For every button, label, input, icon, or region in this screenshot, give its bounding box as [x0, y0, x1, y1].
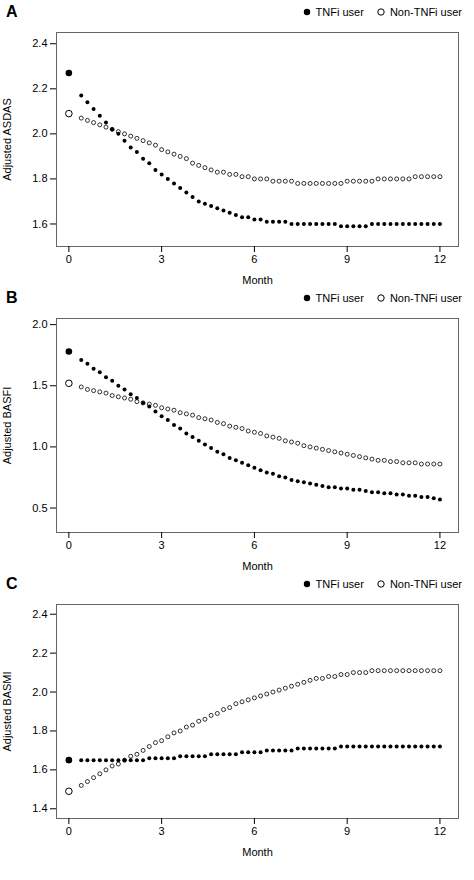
svg-text:2.0: 2.0 — [32, 318, 47, 330]
svg-text:9: 9 — [344, 825, 350, 837]
svg-text:Month: Month — [242, 560, 273, 572]
svg-text:2.4: 2.4 — [32, 37, 47, 49]
svg-text:Adjusted BASFI: Adjusted BASFI — [1, 387, 13, 465]
svg-text:Adjusted ASDAS: Adjusted ASDAS — [1, 98, 13, 181]
html-text:TNFi user: TNFi user — [315, 578, 364, 590]
html-text:TNFi user: TNFi user — [315, 6, 364, 18]
html-text:A: A — [6, 3, 18, 20]
html-text:TNFi user: TNFi user — [315, 292, 364, 304]
svg-text:6: 6 — [251, 825, 257, 837]
svg-text:Adjusted BASMI: Adjusted BASMI — [1, 671, 13, 751]
html-text:B: B — [6, 289, 18, 306]
svg-text:2.2: 2.2 — [32, 647, 47, 659]
svg-text:3: 3 — [159, 825, 165, 837]
svg-text:0: 0 — [66, 825, 72, 837]
svg-text:12: 12 — [434, 825, 446, 837]
svg-text:6: 6 — [251, 253, 257, 265]
svg-text:3: 3 — [159, 253, 165, 265]
svg-text:1.4: 1.4 — [32, 802, 47, 814]
html-text:C: C — [6, 575, 18, 592]
svg-text:2.2: 2.2 — [32, 82, 47, 94]
svg-text:0: 0 — [66, 539, 72, 551]
svg-text:12: 12 — [434, 539, 446, 551]
html-text:Non-TNFi user: Non-TNFi user — [389, 578, 462, 590]
svg-text:6: 6 — [251, 539, 257, 551]
svg-text:1.8: 1.8 — [32, 172, 47, 184]
svg-text:1.0: 1.0 — [32, 440, 47, 452]
svg-text:3: 3 — [159, 539, 165, 551]
svg-text:12: 12 — [434, 253, 446, 265]
svg-text:Month: Month — [242, 274, 273, 286]
svg-text:1.8: 1.8 — [32, 724, 47, 736]
svg-text:9: 9 — [344, 539, 350, 551]
html-text:Non-TNFi user: Non-TNFi user — [389, 292, 462, 304]
svg-text:9: 9 — [344, 253, 350, 265]
html-text:Non-TNFi user: Non-TNFi user — [389, 6, 462, 18]
svg-text:1.6: 1.6 — [32, 763, 47, 775]
svg-text:2.0: 2.0 — [32, 686, 47, 698]
svg-text:1.6: 1.6 — [32, 217, 47, 229]
svg-text:1.5: 1.5 — [32, 379, 47, 391]
svg-text:2.0: 2.0 — [32, 127, 47, 139]
svg-text:0: 0 — [66, 253, 72, 265]
svg-text:2.4: 2.4 — [32, 608, 47, 620]
svg-text:0.5: 0.5 — [32, 502, 47, 514]
svg-text:Month: Month — [242, 846, 273, 858]
